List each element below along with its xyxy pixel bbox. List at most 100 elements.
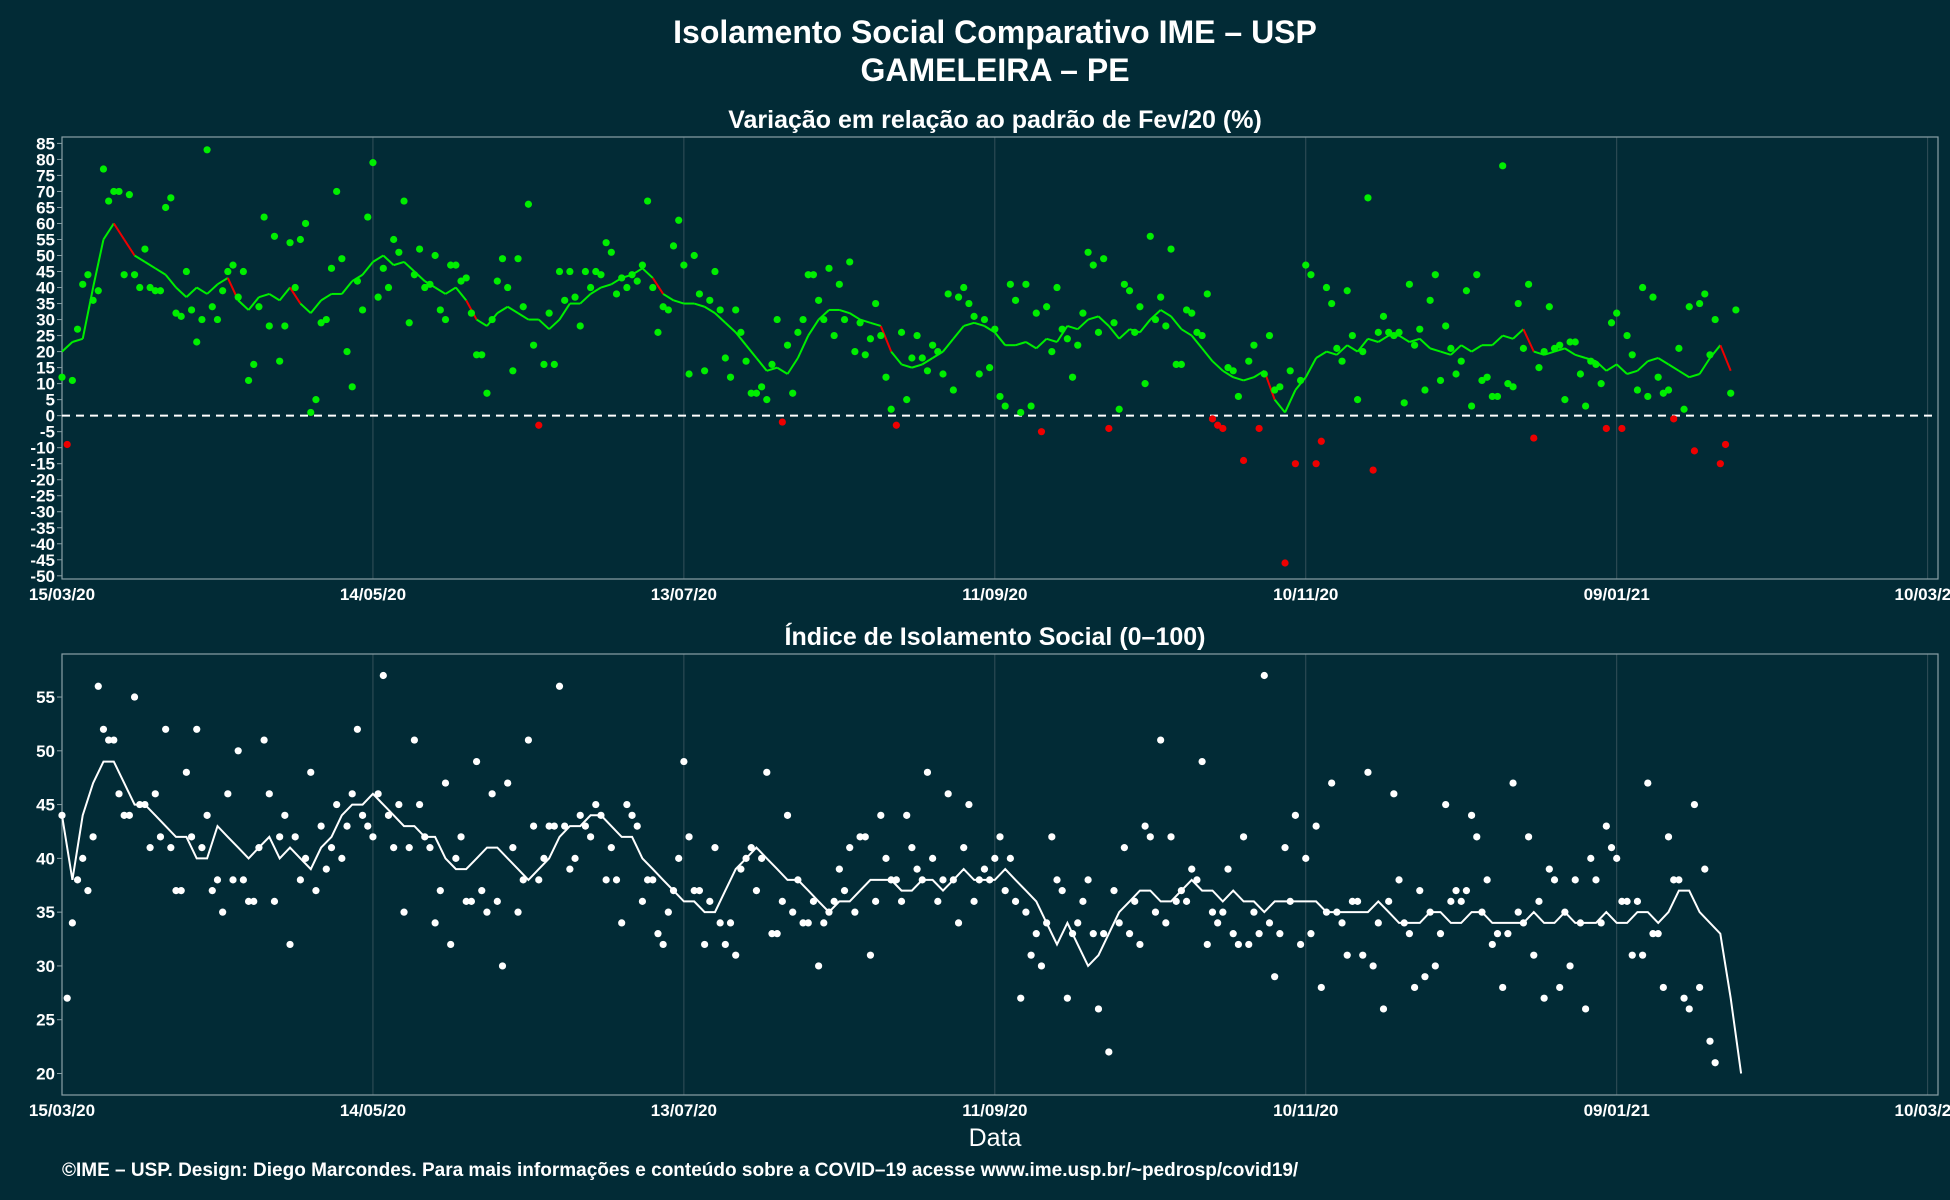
data-point [146,283,154,292]
data-point [789,908,797,916]
data-point [436,306,444,314]
data-point [669,887,678,895]
data-point [1649,293,1657,301]
trend-segment [268,293,281,302]
data-point [1219,424,1227,433]
data-point [84,271,92,279]
data-point [99,165,108,173]
data-point [1395,328,1403,336]
data-point [400,908,408,916]
data-point [125,191,133,199]
data-point [882,854,890,862]
data-point [877,811,885,819]
data-point [229,261,237,269]
trend-segment [361,261,374,276]
data-point [991,325,999,333]
y-tick-label: 45 [36,263,55,282]
data-point [1317,983,1325,992]
trend-segment [942,338,955,353]
data-point [633,277,641,285]
data-point [1136,940,1144,949]
data-point [1499,983,1507,992]
trend-segment [1398,334,1410,343]
data-point [618,919,626,927]
data-point [447,261,455,269]
data-point [1068,930,1077,938]
data-point [187,306,196,314]
data-point [980,865,989,873]
data-point [390,235,398,244]
data-point [224,790,232,798]
data-point [193,338,201,346]
data-point [213,876,222,884]
data-point [1607,844,1616,852]
data-point [1131,897,1139,905]
data-point [1664,833,1673,841]
data-point [954,919,963,927]
data-point [586,283,595,292]
data-point [1369,466,1377,474]
x-tick-label: 11/09/20 [962,1101,1027,1120]
data-point [395,248,403,256]
data-point [1281,844,1289,852]
data-point [219,908,227,916]
y-tick-label: 60 [36,214,55,233]
data-point [581,267,590,276]
data-point [1405,280,1414,288]
trend-segment [1087,315,1099,321]
data-point [1649,930,1657,938]
data-point [343,347,351,356]
data-point [333,800,341,809]
data-point [737,865,745,873]
data-point [550,360,558,369]
data-point [923,367,932,375]
data-point [1556,983,1564,992]
data-point [706,897,714,905]
data-point [778,897,786,905]
data-point [1431,962,1439,970]
data-point [1379,1005,1388,1013]
data-point [421,833,429,841]
trend-segment [963,321,975,327]
data-point [58,373,66,381]
data-point [1467,402,1476,410]
data-point [535,421,543,429]
data-point [664,908,672,916]
data-point [467,309,476,317]
data-point [866,951,875,959]
data-point [410,271,418,279]
trend-segment [1346,344,1359,353]
data-point [638,897,647,905]
data-point [156,287,165,295]
trend-segment [164,274,177,289]
data-point [94,682,102,690]
data-point [208,887,216,895]
data-point [996,392,1004,401]
data-point [742,854,750,862]
data-point [1234,392,1242,401]
data-point [732,951,740,959]
x-tick-label: 13/07/20 [651,585,717,604]
data-point [1390,331,1398,340]
data-point [379,264,387,272]
data-point [1333,908,1341,916]
data-point [1556,341,1564,349]
data-point [374,293,382,301]
data-point [866,335,875,343]
data-point [1670,876,1678,884]
data-point [851,908,859,916]
data-point [913,331,921,340]
data-point [659,303,667,311]
data-point [105,197,113,205]
y-tick-label: 15 [36,359,55,378]
data-point [151,287,159,295]
x-tick-label: 10/11/20 [1273,1101,1338,1120]
data-point [566,267,574,276]
data-point [462,274,470,282]
data-point [94,287,102,295]
data-point [1654,930,1662,938]
data-point [338,255,346,263]
trend-segment [1502,334,1514,340]
data-point [296,235,304,244]
data-point [1467,811,1476,819]
